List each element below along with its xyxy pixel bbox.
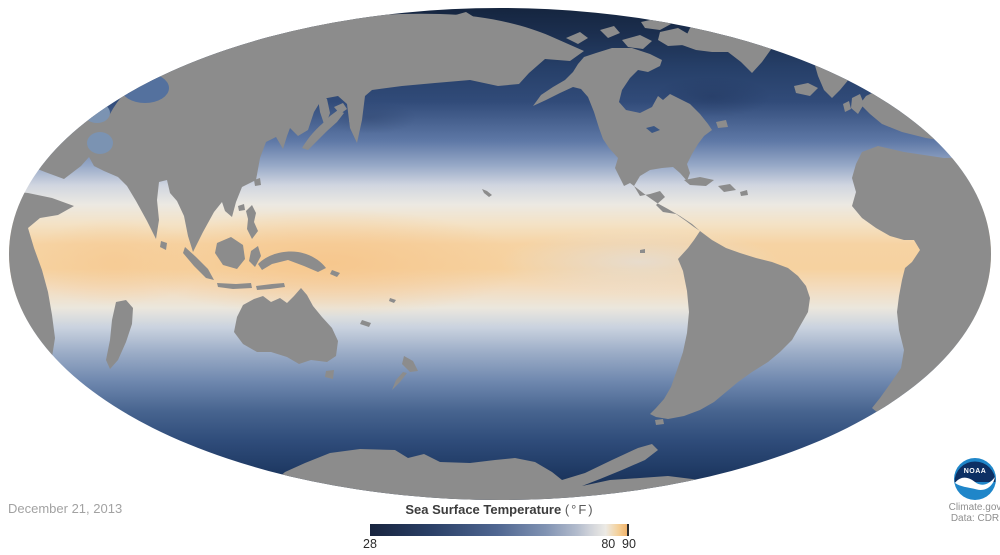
- landmass-arctic-island: [600, 26, 620, 38]
- landmass-borneo: [215, 237, 245, 269]
- north-sea-edge: [87, 132, 113, 154]
- colorbar-endcap-line: [627, 524, 629, 536]
- landmass-sri-lanka: [160, 241, 167, 250]
- landmass-sakhalin: [318, 93, 330, 127]
- barents-sea: [121, 73, 169, 103]
- noaa-logo-gull-icon: [955, 477, 995, 490]
- landmass-arctic-island: [622, 35, 652, 49]
- landmass-hokkaido: [334, 103, 347, 114]
- landmass-ireland: [843, 101, 851, 112]
- landmass-arctic-island: [566, 32, 588, 44]
- norwegian-sea-edge: [84, 103, 110, 123]
- landmass-lesser-sunda: [256, 283, 285, 290]
- colorbar-ticks: 28 80 90: [363, 537, 636, 551]
- landmass-hainan: [238, 204, 245, 211]
- great-lakes: [646, 126, 660, 133]
- landmass-iceland: [794, 83, 818, 96]
- landmass-sumatra: [183, 247, 214, 280]
- landmass-new-siberian: [452, 12, 474, 21]
- landmass-eurasia: [9, 13, 584, 252]
- landmass-madagascar: [106, 300, 133, 369]
- colorbar-bar-wrap: [370, 524, 629, 536]
- landmass-puerto-rico: [740, 190, 748, 196]
- landmass-south-america: [650, 231, 810, 419]
- landmass-africa-east: [9, 188, 74, 360]
- landmass-galapagos: [640, 249, 645, 253]
- landmass-japan: [302, 110, 344, 150]
- landmass-taiwan: [254, 178, 261, 186]
- colorbar-tick-90: 90: [622, 537, 636, 551]
- landmass-new-zealand-north: [402, 356, 418, 372]
- landmass-newfoundland: [716, 120, 728, 128]
- landmasses: [9, 12, 991, 500]
- landmass-svalbard: [760, 13, 776, 22]
- landmass-australia: [234, 288, 338, 364]
- landmass-new-caledonia: [360, 320, 371, 327]
- credits-block: NOAA Climate.gov Data: CDR: [930, 456, 1000, 524]
- colorbar-title-text: Sea Surface Temperature: [405, 502, 562, 517]
- colorbar-tick-80: 80: [601, 537, 616, 551]
- landmass-hawaii: [482, 189, 492, 197]
- landmass-britain: [851, 94, 864, 114]
- landmass-new-guinea: [258, 251, 326, 272]
- landmass-fiji: [389, 298, 396, 303]
- landmass-kuril: [349, 117, 355, 126]
- landmass-falklands: [655, 419, 664, 425]
- colorbar-unit-label: (°F): [564, 502, 595, 517]
- data-source-label: Data: CDR: [950, 513, 1000, 524]
- landmass-new-zealand-south: [392, 372, 407, 390]
- black-sea: [918, 115, 938, 123]
- landmass-cuba: [684, 177, 714, 186]
- date-label: December 21, 2013: [8, 501, 123, 516]
- noaa-logo-icon: NOAA: [954, 458, 996, 500]
- colorbar-title: Sea Surface Temperature (°F): [330, 502, 670, 517]
- landmass-solomons: [330, 270, 340, 277]
- colorbar-legend: Sea Surface Temperature (°F) 28 80 90: [330, 502, 670, 551]
- landmass-sulawesi: [249, 246, 261, 267]
- landmass-antarctica: [250, 444, 758, 500]
- noaa-logo-text: NOAA: [964, 468, 987, 475]
- landmass-java: [217, 283, 252, 289]
- colorbar-gradient-bar: [370, 524, 629, 536]
- landmass-north-america: [533, 48, 712, 231]
- landmass-hispaniola: [718, 184, 736, 192]
- climate-gov-label: Climate.gov: [948, 502, 1000, 513]
- colorbar-tick-28: 28: [363, 537, 377, 551]
- west-pacific-warm-pool: [135, 209, 525, 317]
- landmass-philippines: [246, 205, 258, 239]
- kuroshio-cold-wedge: [324, 102, 416, 134]
- landmass-tasmania: [325, 370, 334, 379]
- indian-ocean-warm-patch: [27, 218, 203, 306]
- noaa-logo-sky: [954, 461, 996, 482]
- landmass-baffin: [658, 28, 690, 46]
